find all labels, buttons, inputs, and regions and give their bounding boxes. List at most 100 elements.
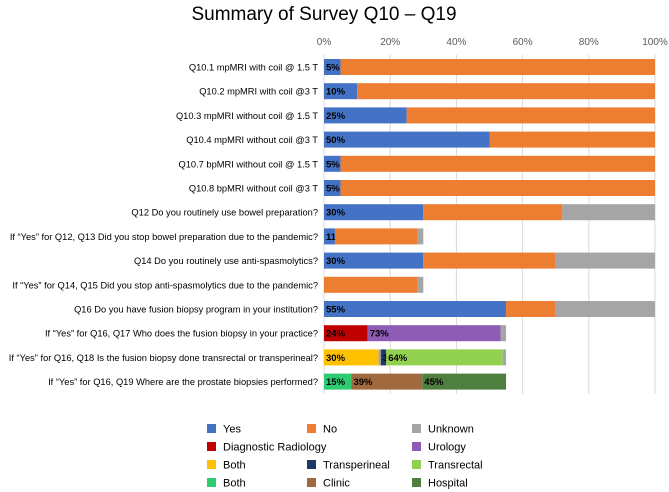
legend-label-yes: Yes bbox=[223, 424, 241, 436]
data-label: 45% bbox=[424, 377, 444, 388]
bar-segment-yes bbox=[324, 59, 341, 75]
legend: Yes No Unknown Diagnostic Radiology Urology B… bbox=[207, 424, 483, 490]
bar-segment-yes bbox=[324, 155, 341, 172]
gridlines bbox=[323, 54, 656, 394]
category-label: If “Yes” for Q16, Q19 Where are the pros… bbox=[48, 377, 318, 387]
bar-segment-yes bbox=[324, 83, 358, 100]
category-label: If “Yes” for Q14, Q15 Did you stop anti-… bbox=[12, 280, 318, 290]
legend-label-transrectal: Transrectal bbox=[428, 460, 483, 472]
bar-segment-unknown bbox=[417, 228, 424, 245]
data-label: 50% bbox=[326, 135, 346, 146]
legend-label-urology: Urology bbox=[428, 442, 466, 454]
legend-swatch-hospital bbox=[412, 478, 421, 487]
bar-segment-both-tech bbox=[324, 349, 379, 366]
bar-segment-no bbox=[506, 301, 556, 317]
bars: 5%10%25%50%5%5%30%11%30%0%55%24%73%30%3%… bbox=[324, 59, 655, 390]
data-label: 39% bbox=[353, 377, 373, 388]
bar-segment-transrectal bbox=[386, 349, 503, 366]
category-label: Q14 Do you routinely use anti-spasmolyti… bbox=[134, 256, 318, 266]
bar-segment-no bbox=[357, 83, 655, 100]
bar-segment-no bbox=[489, 131, 655, 148]
legend-swatch-transrectal bbox=[412, 460, 421, 469]
bar-segment-yes bbox=[324, 131, 490, 148]
data-label: 25% bbox=[326, 111, 346, 122]
bar-segment-no bbox=[406, 107, 655, 124]
category-label: Q16 Do you have fusion biopsy program in… bbox=[74, 305, 318, 315]
legend-label-both-place: Both bbox=[223, 478, 246, 490]
data-label: 30% bbox=[326, 256, 346, 267]
bar-segment-unknown bbox=[555, 301, 655, 317]
x-tick-label: 100% bbox=[642, 37, 668, 48]
bar-segment-yes bbox=[324, 301, 507, 317]
data-label: 30% bbox=[326, 208, 346, 219]
category-label: Q10.1 mpMRI with coil @ 1.5 T bbox=[189, 63, 318, 73]
legend-swatch-both-place bbox=[207, 478, 216, 487]
data-label: 15% bbox=[326, 377, 346, 388]
x-tick-label: 40% bbox=[446, 37, 466, 48]
category-label: Q10.2 mpMRI with coil @3 T bbox=[199, 87, 318, 97]
bar-segment-no bbox=[340, 155, 655, 172]
bar-segment-no bbox=[340, 180, 655, 196]
chart-title: Summary of Survey Q10 – Q19 bbox=[191, 4, 456, 25]
data-label: 5% bbox=[326, 63, 340, 74]
category-label: Q12 Do you routinely use bowel preparati… bbox=[131, 208, 318, 218]
bar-segment-hospital bbox=[422, 373, 507, 390]
legend-label-clinic: Clinic bbox=[323, 478, 350, 490]
bar-segment-yes bbox=[324, 228, 335, 245]
data-label: 5% bbox=[326, 184, 340, 195]
bar-segment-clinic bbox=[351, 373, 423, 390]
bar-segment-unknown bbox=[502, 349, 507, 366]
category-labels: Q10.1 mpMRI with coil @ 1.5 T Q10.2 mpMRI… bbox=[9, 63, 319, 388]
bar-segment-no bbox=[423, 252, 556, 269]
legend-label-unknown: Unknown bbox=[428, 424, 474, 436]
bar-segment-urology bbox=[367, 325, 501, 342]
legend-label-diagnostic-radiology: Diagnostic Radiology bbox=[223, 442, 327, 454]
data-label: 24% bbox=[326, 329, 346, 340]
bar-segment-yes bbox=[324, 107, 407, 124]
data-label: 10% bbox=[326, 87, 346, 98]
category-label: If “Yes” for Q16, Q18 Is the fusion biop… bbox=[9, 353, 318, 363]
bar-segment-no bbox=[324, 276, 418, 293]
category-label: Q10.7 bpMRI without coil @ 1.5 T bbox=[179, 159, 319, 169]
x-tick-label: 0% bbox=[317, 37, 332, 48]
bar-segment-transperineal bbox=[380, 349, 387, 366]
data-label: 64% bbox=[388, 353, 408, 364]
legend-label-no: No bbox=[323, 424, 337, 436]
bar-segment-unknown bbox=[417, 276, 424, 293]
bar-segment-no bbox=[340, 59, 655, 75]
x-axis-ticks: 0% 20% 40% 60% 80% 100% bbox=[317, 37, 668, 48]
bar-segment-unknown bbox=[378, 349, 381, 366]
bar-segment-unknown bbox=[500, 325, 507, 342]
bar-segment-yes bbox=[324, 180, 341, 196]
x-tick-label: 60% bbox=[513, 37, 533, 48]
bar-segment-both-place bbox=[324, 373, 352, 390]
category-label: If “Yes” for Q16, Q17 Who does the fusio… bbox=[45, 329, 318, 339]
data-label: 30% bbox=[326, 353, 346, 364]
data-label: 73% bbox=[370, 329, 390, 340]
legend-label-hospital: Hospital bbox=[428, 478, 468, 490]
bar-segment-unknown bbox=[555, 252, 655, 269]
bar-segment-no bbox=[334, 228, 418, 245]
x-tick-label: 20% bbox=[380, 37, 400, 48]
legend-swatch-transperineal bbox=[307, 460, 316, 469]
legend-swatch-urology bbox=[412, 442, 421, 451]
data-label: 5% bbox=[326, 159, 340, 170]
bar-segment-yes bbox=[324, 252, 424, 269]
legend-swatch-yes bbox=[207, 424, 216, 433]
x-tick-label: 80% bbox=[579, 37, 599, 48]
bar-segment-diagnostic-radiology bbox=[324, 325, 368, 342]
bar-segment-no bbox=[423, 204, 563, 221]
category-label: Q10.3 mpMRI without coil @ 1.5 T bbox=[176, 111, 318, 121]
data-label: 55% bbox=[326, 305, 346, 316]
legend-swatch-clinic bbox=[307, 478, 316, 487]
bar-segment-yes bbox=[324, 204, 424, 221]
category-label: If “Yes” for Q12, Q13 Did you stop bowel… bbox=[10, 232, 318, 242]
legend-label-transperineal: Transperineal bbox=[323, 460, 390, 472]
legend-swatch-no bbox=[307, 424, 316, 433]
legend-swatch-unknown bbox=[412, 424, 421, 433]
legend-swatch-diagnostic-radiology bbox=[207, 442, 216, 451]
legend-swatch-both-tech bbox=[207, 460, 216, 469]
category-label: Q10.8 bpMRI without coil @3 T bbox=[189, 184, 318, 194]
legend-label-both-tech: Both bbox=[223, 460, 246, 472]
